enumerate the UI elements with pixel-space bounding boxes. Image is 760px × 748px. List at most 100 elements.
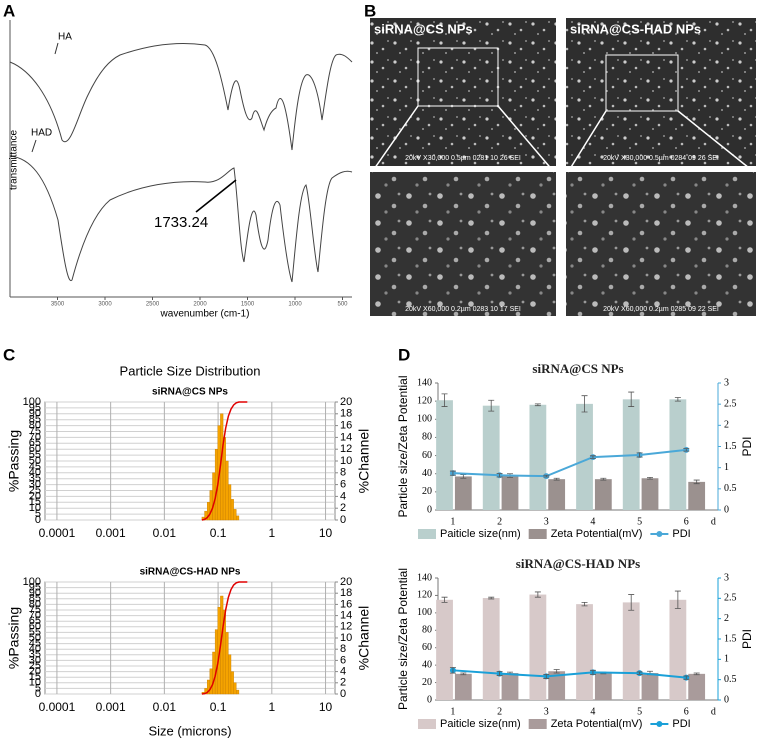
y-tick-label: 40	[29, 467, 41, 479]
panel-label: B	[364, 1, 376, 20]
x-axis-label: Size (microns)	[148, 723, 231, 738]
histogram-bar	[230, 671, 234, 695]
bar	[688, 673, 706, 700]
y-tick-label: 120	[417, 395, 432, 406]
panel-title: Particle Size Distribution	[120, 363, 261, 378]
x-tick-label: 500	[337, 302, 348, 308]
bar	[436, 400, 453, 510]
cumulative-line	[201, 581, 248, 695]
line-series	[452, 669, 687, 679]
bar	[622, 602, 640, 700]
series-label: HAD	[31, 128, 52, 139]
y2-tick-label: 1.5	[724, 633, 737, 644]
zoom-box	[417, 47, 499, 107]
histogram-bar	[212, 472, 216, 521]
image-caption: 20kV X60,000 0.2µm 0285 09 22 SEI	[603, 306, 719, 313]
error-bar	[581, 602, 588, 607]
histogram-bar	[212, 651, 216, 695]
y-tick-label: 0	[35, 688, 41, 700]
x-tick-label: 10	[319, 526, 333, 540]
y2-tick-label: 2	[340, 502, 346, 514]
sem-image	[370, 18, 556, 166]
x-axis-label: wavenumber (cm-1)	[160, 309, 250, 320]
x-tick-label: 0.1	[210, 700, 227, 714]
y-tick-label: 20	[422, 486, 432, 497]
y2-tick-label: 4	[340, 666, 346, 678]
y-tick-label: 15	[29, 671, 41, 683]
error-bar	[647, 476, 653, 480]
legend-label: Zeta Potential(mV)	[551, 718, 643, 730]
sem-image	[370, 172, 556, 316]
error-bar	[683, 675, 690, 680]
image-title: siRNA@CS-HAD NPs	[570, 21, 701, 36]
x-tick-label: 2000	[193, 302, 207, 308]
y-tick-label: 100	[417, 607, 432, 618]
y2-tick-label: 0	[340, 514, 346, 526]
legend-label: PDI	[672, 528, 690, 540]
error-bar	[674, 397, 681, 402]
y-tick-label: 0	[35, 514, 41, 526]
y-tick-label: 95	[29, 402, 41, 414]
y-tick-label: 60	[29, 621, 41, 633]
zoom-box	[605, 54, 679, 112]
x-tick-label: 2	[497, 706, 502, 717]
histogram-bar	[236, 515, 240, 521]
image-caption: 20kV X30,000 0.5µm 0281 10 26 SEI	[405, 155, 521, 162]
y-tick-label: 50	[29, 455, 41, 467]
bar	[529, 594, 547, 700]
y2-tick-label: 4	[340, 490, 346, 502]
y-tick-label: 40	[29, 643, 41, 655]
pointer	[54, 42, 59, 55]
sem-panel: siRNA@CS NPs siRNA@CS-HAD NPs 20kV X30,0…	[370, 18, 756, 316]
y2-tick-label: 3	[724, 377, 729, 388]
x-tick-label: 1	[450, 706, 455, 717]
histogram-bar	[222, 437, 226, 521]
y2-tick-label: 1	[724, 654, 729, 665]
y2-tick-label: 2	[724, 420, 729, 431]
bar	[641, 672, 659, 700]
zoom-lines	[371, 105, 755, 173]
y-tick-label: 30	[29, 479, 41, 491]
legend-swatch	[418, 719, 436, 729]
x-tick-label: 2	[497, 516, 502, 527]
bar	[501, 672, 519, 700]
y2-tick-label: 2.5	[724, 593, 737, 604]
y-tick-label: 80	[422, 432, 432, 443]
y2-axis-label: PDI	[740, 629, 754, 649]
histogram-bar	[228, 654, 232, 695]
bar	[641, 478, 659, 510]
x-tick-label: 2500	[146, 302, 160, 308]
y-tick-label: 20	[29, 666, 41, 678]
error-bar	[441, 596, 448, 603]
y-tick-label: 140	[417, 572, 432, 583]
series-label: HA	[58, 32, 72, 43]
x-tick-label: 1500	[241, 302, 255, 308]
y-axis-label: transmittance	[9, 130, 20, 190]
ftir-panel: HA HAD 1733.24 transmittance wavenumber …	[9, 20, 353, 320]
y-tick-label: 80	[29, 598, 41, 610]
y-tick-label: 5	[35, 508, 41, 520]
annotation: 1733.24	[154, 214, 208, 231]
x-tick-label: 1	[450, 516, 455, 527]
y2-tick-label: 2.5	[724, 398, 737, 409]
error-bar	[628, 594, 635, 611]
error-bar	[543, 673, 550, 679]
y-axis-label: Particle size/Zeta Potential	[396, 568, 410, 710]
y-tick-label: 100	[23, 576, 41, 588]
x-tick-label: 1000	[288, 302, 302, 308]
y-tick-label: 85	[29, 414, 41, 426]
x-tick-label: 5	[637, 516, 642, 527]
x-tick-label: 0.1	[210, 526, 227, 540]
error-bar	[534, 403, 541, 407]
x-axis-label: d	[711, 706, 716, 717]
y-tick-label: 70	[29, 431, 41, 443]
error-bar	[488, 596, 495, 600]
legend-label: PDI	[672, 718, 690, 730]
y-tick-label: 75	[29, 425, 41, 437]
bar	[548, 671, 566, 700]
y-tick-label: 80	[422, 625, 432, 636]
y-tick-label: 15	[29, 496, 41, 508]
x-tick-label: 0.0001	[39, 526, 76, 540]
bar	[482, 598, 500, 700]
y2-tick-label: 10	[340, 455, 352, 467]
